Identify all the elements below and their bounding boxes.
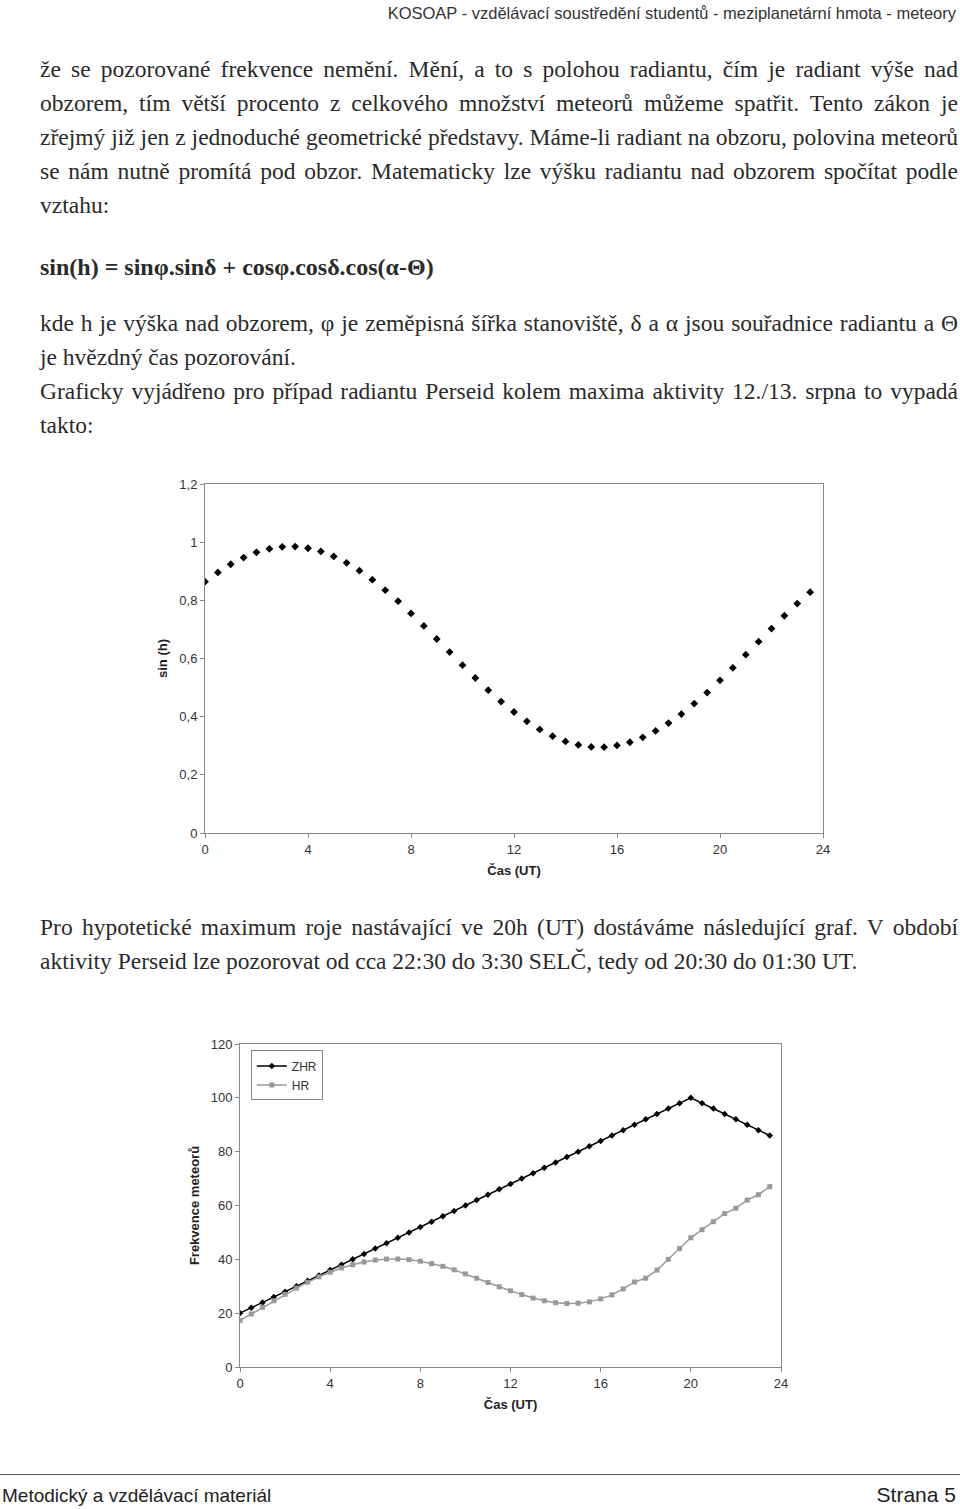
svg-text:60: 60 [218,1198,232,1213]
svg-text:0,8: 0,8 [179,593,197,608]
svg-text:4: 4 [304,842,311,857]
svg-text:Čas (UT): Čas (UT) [484,1397,537,1412]
svg-text:0,4: 0,4 [179,709,197,724]
svg-text:24: 24 [816,842,830,857]
svg-text:20: 20 [713,842,727,857]
svg-text:120: 120 [211,1037,233,1052]
html-text:Graficky vyjádřeno pro případ: Graficky vyjádřeno pro případ radiantu P… [40,378,958,438]
svg-text:0,6: 0,6 [179,651,197,666]
svg-text:ZHR: ZHR [292,1060,317,1074]
svg-text:Frekvence meteorů: Frekvence meteorů [187,1146,202,1265]
html-text:kde h je výška nad obzorem, φ: kde h je výška nad obzorem, φ je zeměpis… [40,310,958,370]
html-text:Strana 5: Strana 5 [876,1483,956,1506]
svg-text:0: 0 [225,1360,232,1375]
svg-text:1: 1 [190,535,197,550]
svg-text:24: 24 [774,1376,788,1391]
svg-text:100: 100 [211,1090,233,1105]
svg-text:12: 12 [507,842,521,857]
svg-text:20: 20 [684,1376,698,1391]
svg-text:8: 8 [407,842,414,857]
svg-text:12: 12 [503,1376,517,1391]
html-text:že se pozorované frekvence nem: že se pozorované frekvence nemění. Mění,… [40,56,958,218]
html-text:KOSOAP - vzdělávací soustředěn: KOSOAP - vzdělávací soustředění studentů… [387,4,956,22]
html-text:Pro hypotetické maximum roje n: Pro hypotetické maximum roje nastávající… [40,914,958,974]
svg-text:0,2: 0,2 [179,767,197,782]
svg-text:0: 0 [201,842,208,857]
svg-text:16: 16 [610,842,624,857]
html-text:Metodický a vzdělávací materiá: Metodický a vzdělávací materiál [2,1485,272,1506]
svg-text:40: 40 [218,1252,232,1267]
svg-text:16: 16 [593,1376,607,1391]
svg-text:HR: HR [292,1079,310,1093]
svg-text:80: 80 [218,1144,232,1159]
svg-text:8: 8 [417,1376,424,1391]
svg-text:0: 0 [190,826,197,841]
svg-text:0: 0 [236,1376,243,1391]
html-text:sin(h) = sinφ.sinδ + cosφ.cosδ: sin(h) = sinφ.sinδ + cosφ.cosδ.cos(α-Θ) [40,254,434,280]
svg-text:20: 20 [218,1306,232,1321]
svg-text:1,2: 1,2 [179,477,197,492]
svg-text:Čas (UT): Čas (UT) [487,863,540,878]
svg-text:sin (h): sin (h) [155,639,170,678]
svg-text:4: 4 [327,1376,334,1391]
